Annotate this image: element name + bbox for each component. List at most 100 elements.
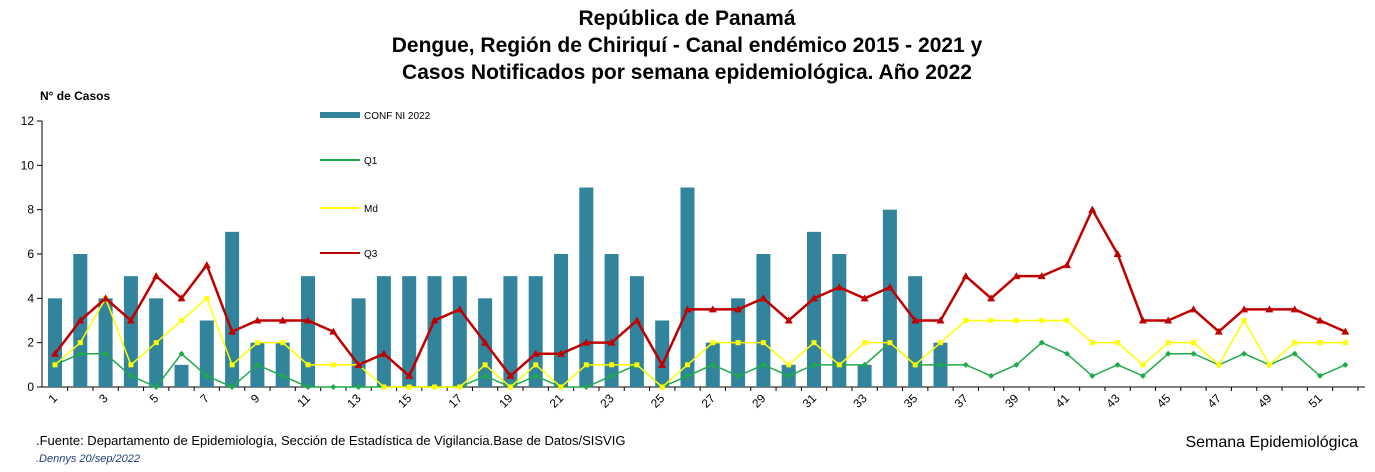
- point: [1064, 318, 1070, 323]
- point: [1037, 272, 1046, 280]
- point: [684, 372, 691, 379]
- x-tick-label: 23: [597, 391, 617, 411]
- point: [531, 349, 540, 357]
- point: [583, 384, 590, 390]
- point: [658, 360, 667, 368]
- x-tick-label: 9: [248, 391, 263, 406]
- point: [912, 362, 918, 368]
- point: [1342, 340, 1348, 346]
- x-tick-label: 47: [1205, 391, 1225, 411]
- bar: [225, 231, 240, 387]
- x-tick-label: 33: [850, 391, 870, 411]
- bar: [427, 276, 442, 387]
- point: [911, 316, 920, 324]
- point: [634, 362, 640, 368]
- point: [760, 340, 766, 346]
- point: [202, 261, 211, 269]
- x-tick-label: 5: [147, 391, 162, 406]
- point: [177, 294, 186, 302]
- point: [1290, 305, 1299, 313]
- point: [532, 372, 539, 379]
- point: [126, 316, 135, 324]
- point: [1165, 340, 1171, 346]
- point: [862, 340, 868, 346]
- x-tick-label: 51: [1306, 391, 1326, 411]
- point: [632, 316, 641, 324]
- legend-swatch: [320, 112, 360, 118]
- bar: [376, 276, 391, 387]
- point: [1265, 305, 1274, 313]
- point: [988, 318, 994, 323]
- point: [1140, 362, 1146, 368]
- point: [1114, 361, 1121, 368]
- point: [987, 294, 996, 302]
- y-tick-label: 6: [27, 247, 34, 261]
- point: [558, 384, 564, 390]
- point: [1292, 340, 1298, 346]
- bar: [629, 276, 644, 387]
- point: [1266, 362, 1272, 368]
- point: [432, 384, 437, 390]
- point: [254, 340, 260, 346]
- point: [760, 361, 767, 368]
- point: [128, 362, 134, 368]
- point: [1341, 327, 1350, 335]
- chart-subtitle: Casos Notificados por semana epidemiológ…: [402, 61, 972, 84]
- bar: [275, 342, 290, 387]
- bar: [503, 276, 518, 387]
- x-tick-label: 13: [344, 391, 364, 411]
- bar: [908, 276, 923, 387]
- point: [1113, 250, 1122, 257]
- footnote: .Fuente: Departamento de Epidemiología, …: [36, 433, 625, 448]
- point: [152, 272, 161, 280]
- line: [54, 296, 1346, 388]
- point: [709, 361, 716, 368]
- point: [786, 362, 792, 368]
- point: [557, 349, 565, 357]
- y-tick-label: 2: [27, 336, 34, 350]
- point: [1342, 361, 1349, 368]
- bar: [680, 187, 695, 387]
- y-tick-label: 8: [27, 203, 34, 217]
- x-tick-label: 45: [1154, 391, 1174, 411]
- point: [127, 372, 134, 379]
- line: [54, 341, 1346, 388]
- point: [457, 384, 463, 390]
- point: [683, 305, 692, 313]
- point: [330, 384, 337, 390]
- bar: [882, 209, 897, 387]
- line: [54, 206, 1346, 378]
- point: [1241, 318, 1247, 323]
- point: [101, 294, 110, 302]
- point: [1063, 261, 1071, 269]
- point: [507, 384, 513, 390]
- point: [962, 361, 969, 368]
- point: [1240, 305, 1249, 313]
- x-tick-label: 35: [901, 391, 921, 411]
- point: [253, 316, 262, 324]
- point: [811, 340, 817, 346]
- x-tick-label: 27: [699, 391, 719, 411]
- point: [685, 362, 690, 368]
- point: [988, 372, 995, 379]
- bar: [756, 254, 771, 387]
- point: [708, 305, 717, 313]
- chart-subtitle: Dengue, Región de Chiriquí - Canal endém…: [392, 34, 983, 57]
- point: [77, 350, 84, 357]
- x-tick-label: 17: [446, 391, 466, 411]
- point: [1165, 350, 1172, 357]
- bar: [452, 276, 467, 387]
- point: [228, 327, 237, 335]
- point: [533, 362, 539, 368]
- footnote: .Dennys 20/sep/2022: [36, 453, 140, 465]
- bar: [604, 254, 619, 387]
- x-tick-label: 39: [1002, 391, 1022, 411]
- point: [885, 283, 894, 291]
- point: [77, 340, 83, 346]
- x-tick-label: 37: [952, 391, 972, 411]
- bar: [807, 231, 821, 387]
- point: [430, 316, 439, 324]
- point: [607, 338, 616, 346]
- point: [887, 340, 893, 346]
- point: [1189, 305, 1198, 313]
